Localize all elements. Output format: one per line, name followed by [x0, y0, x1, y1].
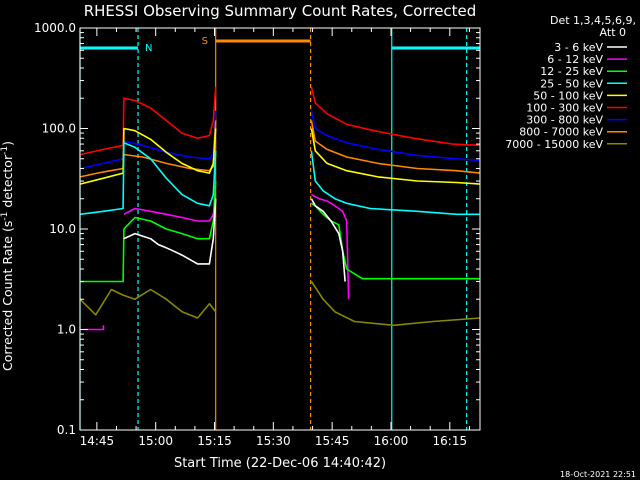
y-tick-label: 10.0 [49, 222, 76, 236]
y-axis-label: Corrected Count Rate (s-1 detector-1) [0, 141, 15, 371]
series-line [310, 128, 481, 185]
night-label: N [145, 43, 152, 54]
legend-entry-label: 800 - 7000 keV [519, 126, 603, 139]
x-tick-label: 16:15 [433, 434, 468, 448]
x-tick-label: 16:00 [374, 434, 409, 448]
series-line [311, 193, 350, 300]
legend-entry-label: 7000 - 15000 keV [505, 138, 603, 151]
x-tick-label: 15:00 [138, 434, 173, 448]
legend-header-line-2: Att 0 [600, 26, 626, 39]
series-line [79, 142, 217, 216]
x-tick-label: 15:30 [256, 434, 291, 448]
chart-title: RHESSI Observing Summary Count Rates, Co… [84, 2, 477, 20]
legend-entry-label: 50 - 100 keV [533, 89, 603, 102]
legend-entry-label: 25 - 50 keV [540, 77, 603, 90]
series-line [80, 180, 217, 283]
series-line [83, 325, 105, 331]
x-axis-label: Start Time (22-Dec-06 14:40:42) [174, 456, 386, 471]
series-line [310, 86, 481, 147]
y-tick-label: 1000.0 [34, 21, 76, 35]
series-line [310, 110, 481, 162]
plot-frame [79, 27, 481, 431]
x-tick-label: 14:45 [80, 434, 115, 448]
series-line [310, 120, 481, 174]
y-tick-label: 100.0 [42, 122, 76, 136]
legend-entry-label: 3 - 6 keV [554, 41, 603, 54]
series-line [79, 120, 217, 178]
y-tick-label: 1.0 [57, 323, 76, 337]
series-line [79, 110, 217, 170]
series-line [310, 150, 480, 216]
y-tick-label: 0.1 [57, 423, 76, 437]
series-line [79, 86, 217, 156]
x-tick-label: 15:15 [197, 434, 232, 448]
series-line [123, 198, 217, 222]
footer-timestamp: 18-Oct-2021 22:51 [560, 470, 636, 479]
series-line [79, 127, 217, 185]
legend-entry-label: 6 - 12 keV [547, 53, 603, 66]
legend-entry-label: 12 - 25 keV [540, 65, 603, 78]
legend-header-line-1: Det 1,3,4,5,6,9, [550, 14, 636, 27]
legend-entry-label: 100 - 300 keV [526, 102, 603, 115]
plot-area: N S 1000.0 100.0 10.0 1.0 0.1 14:45 15:00 15:15 15… [34, 21, 481, 448]
series-line [310, 198, 346, 282]
series-line [310, 281, 481, 327]
legend-entry-label: 300 - 800 keV [526, 114, 603, 127]
series-line [123, 198, 217, 265]
series-line [79, 288, 217, 319]
saa-label: S [202, 36, 208, 47]
x-tick-label: 15:45 [315, 434, 350, 448]
